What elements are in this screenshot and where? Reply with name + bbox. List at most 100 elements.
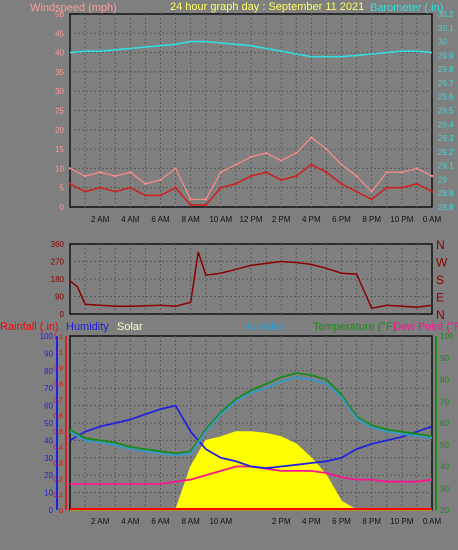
humidex-line (69, 376, 433, 457)
barometer-tick-label: 29.2 (438, 148, 454, 157)
windspeed-tick-label: 40 (55, 49, 64, 58)
wind-data-point (129, 171, 132, 174)
time-tick-label: 2 AM (91, 215, 110, 224)
time-tick-label: 2 PM (272, 517, 291, 526)
barometer-tick-label: 30.2 (438, 10, 454, 19)
percent-tick-label: 90 (44, 349, 53, 358)
rain-tick-label: 1.1 (53, 334, 63, 341)
wind-data-point (400, 186, 404, 189)
time-tick-label: 4 PM (302, 215, 321, 224)
wind-data-point (234, 163, 238, 166)
wind-data-point (279, 178, 283, 182)
time-tick-label: 2 AM (91, 517, 110, 526)
time-tick-label: 2 PM (272, 215, 291, 224)
panel2-grid (70, 244, 432, 314)
temperature-line (69, 372, 433, 455)
time-tick-label: 4 AM (121, 215, 140, 224)
windspeed-tick-label: 5 (60, 184, 65, 193)
wind-data-point (340, 182, 343, 186)
time-tick-label: 10 PM (390, 215, 413, 224)
barometer-tick-label: 28.9 (438, 189, 454, 198)
percent-tick-label: 70 (44, 384, 53, 393)
wind-data-point (415, 167, 419, 170)
compass-label: E (436, 291, 444, 305)
wind-data-point (340, 163, 343, 166)
barometer-tick-label: 30 (438, 38, 447, 47)
temperature-tick-label: 50 (440, 441, 449, 450)
percent-tick-label: 0 (49, 506, 54, 515)
barometer-tick-label: 29.8 (438, 65, 454, 74)
wind-data-point (295, 174, 298, 178)
windspeed-tick-label: 30 (55, 87, 64, 96)
wind-data-point (68, 182, 72, 186)
rain-tick-label: 0.5 (53, 429, 63, 436)
rain-tick-label: 0.7 (53, 397, 63, 404)
compass-label: S (436, 273, 444, 287)
windspeed-tick-label: 15 (55, 145, 64, 154)
wind-data-point (430, 190, 434, 193)
barometer-tick-label: 30.1 (438, 24, 454, 33)
rain-tick-label: 1 (59, 350, 63, 357)
windspeed-tick-label: 45 (55, 29, 64, 38)
panel3-humidex-label: Humidex (242, 321, 286, 333)
wind-data-point (83, 190, 87, 193)
temperature-tick-label: 80 (440, 376, 449, 385)
rain-tick-label: 0.2 (53, 476, 63, 483)
rain-tick-label: 0.4 (53, 445, 63, 452)
barometer-line (69, 40, 433, 58)
time-tick-label: 6 PM (332, 517, 351, 526)
temperature-tick-label: 20 (440, 506, 449, 515)
panel3-temperature-ticks: 20 30 40 50 60 70 80 90 100 (440, 332, 454, 515)
wind-data-point (370, 198, 373, 201)
time-tick-label: 6 AM (151, 517, 170, 526)
wind-data-point (174, 167, 177, 170)
percent-tick-label: 10 (44, 489, 53, 498)
panel3-solar-label: Solar (117, 321, 143, 333)
time-tick-label: 6 AM (151, 215, 170, 224)
humidity-line (69, 404, 433, 470)
time-tick-label: 8 AM (182, 215, 201, 224)
wind-data-point (219, 186, 223, 189)
wind-data-point (159, 178, 162, 182)
wind-data-point (144, 182, 147, 186)
time-tick-label: 0 AM (423, 517, 442, 526)
panel3-temperature-label: Temperature (°F) (313, 321, 396, 333)
panel3-rain-label: Rainfall (.in) (0, 321, 59, 333)
windspeed-tick-label: 25 (55, 107, 64, 116)
percent-tick-label: 20 (44, 471, 53, 480)
percent-tick-label: 80 (44, 367, 53, 376)
rain-tick-label: 0.1 (53, 492, 63, 499)
wind-data-point (98, 171, 102, 174)
panel2-degree-ticks: 0 90 180 270 360 (51, 240, 65, 319)
panel1-barometer-ticks: 28.8 28.9 29 29.1 29.2 29.3 29.4 29.5 29.6 29.7 29… (438, 10, 454, 212)
direction-degree-label: 0 (60, 310, 65, 319)
barometer-tick-label: 29.6 (438, 93, 454, 102)
wind-data-point (310, 163, 313, 166)
wind-data-point (249, 155, 253, 159)
compass-label: W (436, 256, 448, 270)
wind-data-point (174, 186, 177, 189)
rain-tick-label: 0 (59, 508, 63, 515)
windspeed-tick-label: 0 (60, 203, 65, 212)
direction-degree-label: 90 (55, 293, 64, 302)
percent-tick-label: 50 (44, 419, 53, 428)
temperature-tick-label: 90 (440, 354, 449, 363)
wind-data-point (98, 186, 102, 189)
percent-tick-label: 100 (40, 332, 54, 341)
wind-data-point (310, 136, 313, 139)
rain-tick-label: 0.9 (53, 366, 63, 373)
temperature-tick-label: 100 (440, 332, 454, 341)
wind-data-point (114, 190, 117, 193)
wind-data-point (189, 198, 192, 201)
percent-tick-label: 30 (44, 454, 53, 463)
panel2-series (69, 251, 433, 310)
panel3-series (69, 372, 433, 511)
wind-data-point (144, 194, 147, 197)
windspeed-tick-label: 10 (55, 164, 64, 173)
time-tick-label: 8 AM (182, 517, 201, 526)
